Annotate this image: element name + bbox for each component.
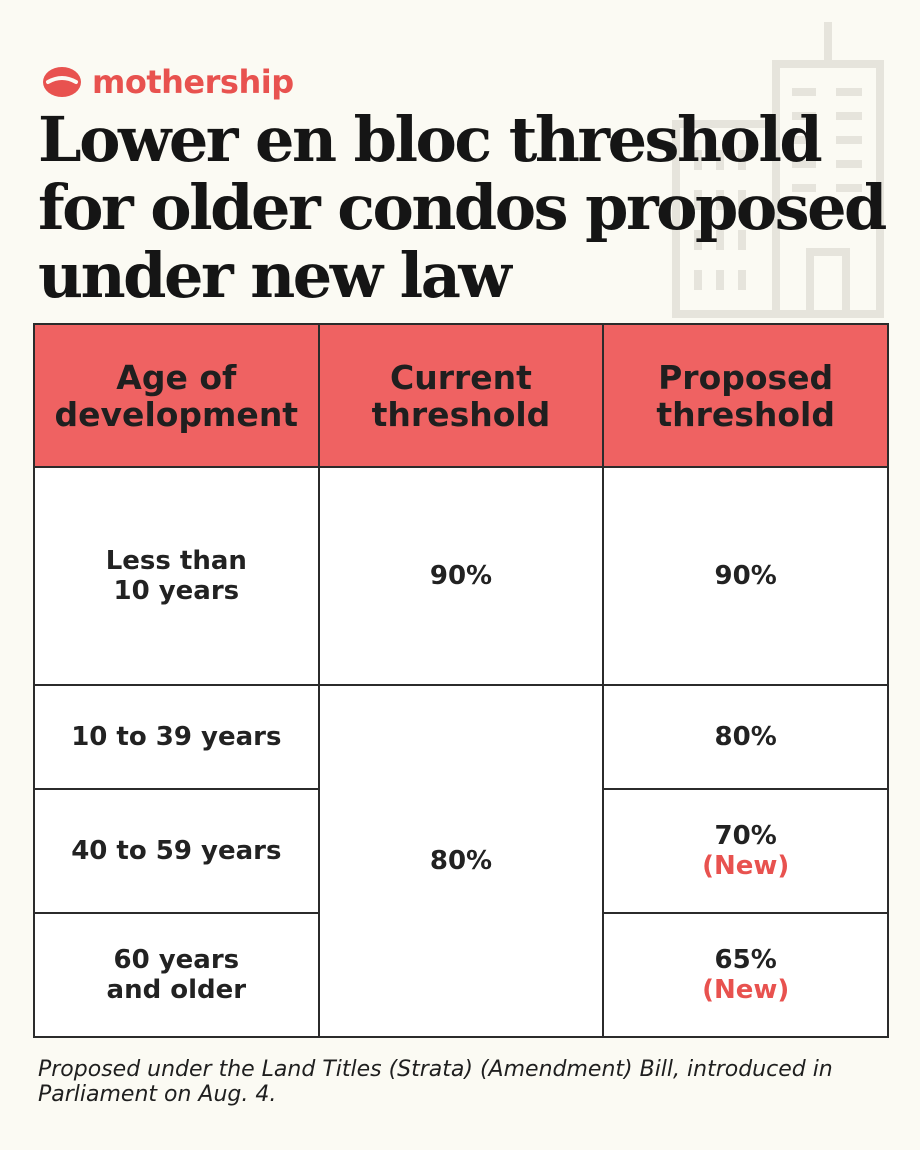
mothership-logo-icon: [43, 67, 81, 97]
building-icon: [672, 22, 884, 318]
footnote: Proposed under the Land Titles (Strata) …: [38, 1057, 833, 1107]
header-current: Current threshold: [317, 323, 605, 468]
age-cell: 40 to 59 years: [33, 788, 320, 914]
new-label: (New): [702, 851, 790, 881]
table-row: 60 years and older 65% (New): [33, 912, 889, 1038]
table-header-row: Age of development Current threshold Pro…: [33, 323, 889, 468]
brand-logo: mothership: [40, 62, 294, 102]
header-proposed: Proposed threshold: [602, 323, 889, 468]
page-title: Lower en bloc threshold for older condos…: [38, 106, 898, 310]
current-threshold-cell: 90%: [317, 466, 605, 686]
brand-name: mothership: [92, 63, 294, 101]
title-line-1: Lower en bloc threshold: [38, 103, 823, 176]
age-cell: 10 to 39 years: [33, 684, 320, 790]
header-age: Age of development: [33, 323, 320, 468]
proposed-threshold-cell: 65% (New): [602, 912, 889, 1038]
table-row: 10 to 39 years 80% 80%: [33, 684, 889, 1038]
proposed-threshold-cell: 90%: [602, 466, 889, 686]
age-cell: Less than 10 years: [33, 466, 320, 686]
table-row: 40 to 59 years 70% (New): [33, 788, 889, 914]
age-cell: 60 years and older: [33, 912, 320, 1038]
current-threshold-cell: 80%: [317, 684, 605, 1038]
table-row: Less than 10 years 90% 90%: [33, 466, 889, 686]
title-line-2: for older condos proposed: [38, 171, 887, 244]
proposed-threshold-cell: 80%: [602, 684, 889, 790]
threshold-table: Age of development Current threshold Pro…: [33, 323, 889, 1038]
new-label: (New): [702, 975, 790, 1005]
proposed-threshold-cell: 70% (New): [602, 788, 889, 914]
title-line-3: under new law: [38, 239, 512, 312]
